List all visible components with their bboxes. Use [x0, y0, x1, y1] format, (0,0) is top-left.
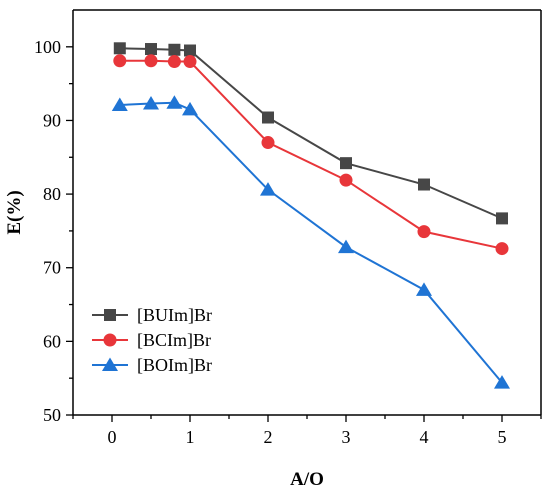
data-point	[417, 225, 431, 239]
data-point	[113, 54, 127, 68]
legend-marker	[104, 309, 116, 321]
y-tick-label: 90	[43, 110, 61, 130]
x-tick-label: 0	[108, 427, 117, 447]
data-point	[184, 44, 196, 57]
data-point	[143, 96, 159, 110]
data-point	[166, 95, 183, 109]
data-point	[167, 55, 181, 69]
data-point	[338, 239, 354, 254]
y-tick-label: 50	[43, 405, 61, 425]
legend-item: [BOIm]Br	[92, 355, 212, 375]
data-point	[182, 101, 198, 116]
y-axis-title: E(%)	[4, 190, 25, 234]
data-point	[144, 54, 158, 68]
data-point	[113, 42, 126, 55]
x-tick-label: 1	[186, 427, 195, 447]
series-3	[111, 95, 510, 389]
x-tick-label: 3	[342, 427, 351, 447]
data-point	[416, 282, 432, 296]
data-point	[183, 55, 197, 69]
data-point	[339, 173, 353, 187]
legend-item: [BUIm]Br	[92, 305, 212, 325]
x-tick-label: 5	[498, 427, 507, 447]
data-point	[261, 136, 275, 150]
data-point	[340, 157, 352, 170]
series-1	[113, 42, 508, 225]
data-point	[168, 43, 181, 56]
y-tick-label: 60	[43, 331, 61, 351]
data-point	[494, 375, 510, 389]
legend: [BUIm]Br [BCIm]Br [BOIm]Br	[92, 305, 212, 375]
legend-label: [BOIm]Br	[137, 355, 212, 375]
x-tick-label: 4	[420, 427, 429, 447]
legend-marker	[102, 357, 118, 371]
x-axis-title: A/O	[290, 469, 324, 490]
series-line	[119, 47, 503, 220]
series-2	[113, 54, 509, 256]
data-point	[418, 178, 430, 191]
y-tick-label: 70	[43, 258, 61, 278]
legend-marker	[103, 333, 117, 347]
data-point	[262, 111, 274, 124]
series-layer	[111, 42, 510, 389]
y-tick-label: 100	[34, 37, 61, 57]
data-point	[496, 212, 508, 225]
x-tick-label: 2	[264, 427, 273, 447]
y-ticks: 50 60 70 80 90 100	[34, 37, 73, 425]
data-point	[260, 182, 276, 196]
data-point	[111, 97, 128, 111]
data-point	[495, 242, 509, 256]
legend-label: [BUIm]Br	[137, 305, 212, 325]
legend-item: [BCIm]Br	[92, 330, 211, 350]
legend-label: [BCIm]Br	[137, 330, 211, 350]
data-point	[145, 43, 157, 56]
x-ticks: 0 1 2 3 4 5	[72, 415, 542, 447]
y-tick-label: 80	[43, 184, 61, 204]
